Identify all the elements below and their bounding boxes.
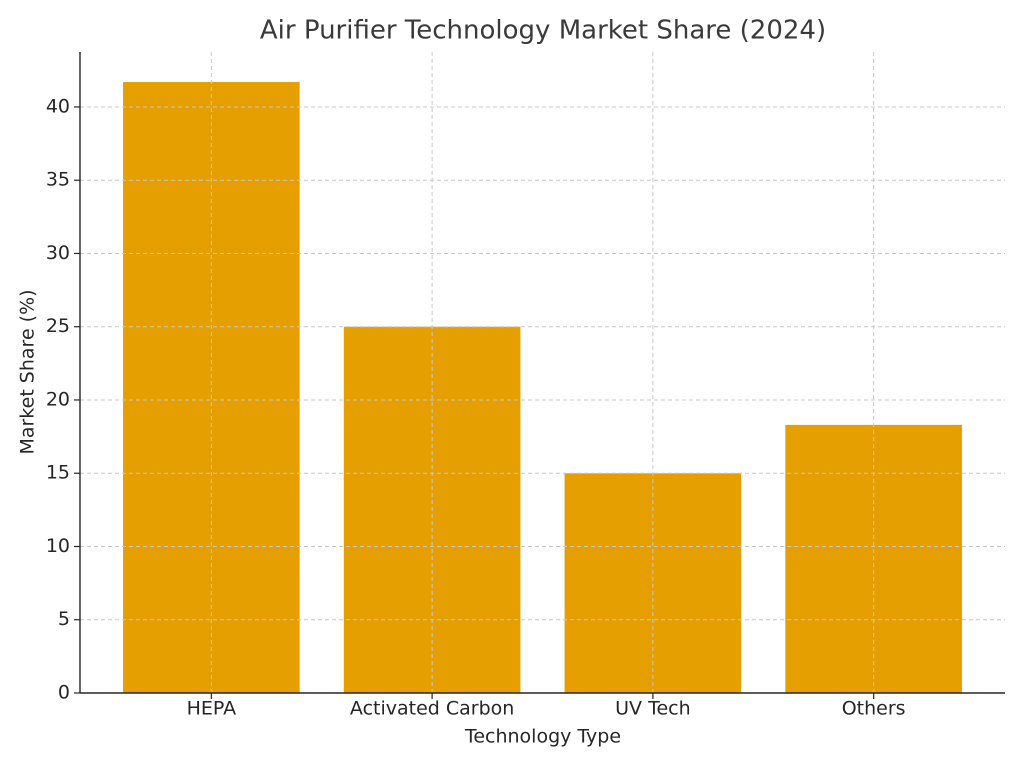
- x-tick-label: HEPA: [187, 698, 237, 720]
- x-tick-label: Others: [842, 698, 906, 720]
- y-tick-label: 40: [46, 95, 70, 117]
- axes: 0 5 10 15 20 25 30 35 40 HEPA Activated Carbon UV T…: [46, 52, 1005, 720]
- y-tick-label: 5: [58, 608, 70, 630]
- y-tick-label: 0: [58, 682, 70, 704]
- y-tick-label: 10: [46, 535, 70, 557]
- bars: [123, 82, 962, 694]
- y-tick-label: 25: [46, 315, 70, 337]
- chart-title: Air Purifier Technology Market Share (20…: [260, 16, 826, 46]
- bar: [564, 473, 742, 693]
- y-axis-label: Market Share (%): [17, 289, 39, 454]
- y-tick-label: 20: [46, 388, 70, 410]
- y-tick-label: 35: [46, 169, 70, 191]
- grid: [80, 52, 1005, 694]
- y-tick-label: 30: [46, 242, 70, 264]
- x-tick-label: UV Tech: [615, 698, 691, 720]
- y-tick-label: 15: [46, 462, 70, 484]
- x-tick-label: Activated Carbon: [350, 698, 514, 720]
- x-axis-label: Technology Type: [464, 726, 621, 748]
